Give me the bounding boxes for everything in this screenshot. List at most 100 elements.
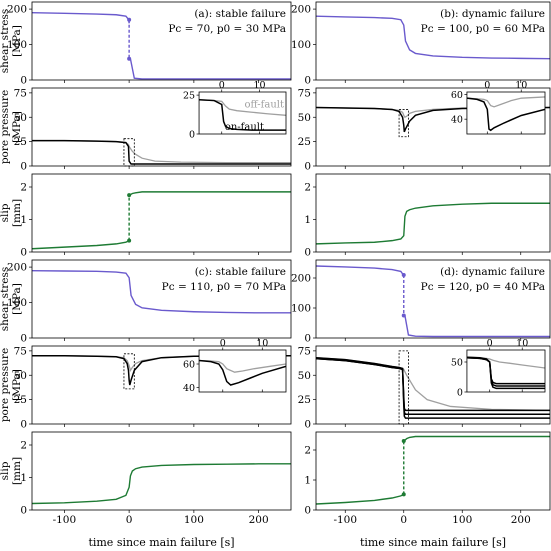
inset-on-fault-line: [466, 97, 545, 132]
inset-lines: [466, 96, 545, 132]
panel-c-pore-lines: [32, 355, 291, 386]
inset-ytick-label: 0: [189, 130, 195, 141]
panel-d-stress-frame: [315, 259, 551, 339]
panel-d-parameters: Pc = 120, p0 = 40 MPa: [421, 281, 545, 293]
stress-marker: [401, 313, 406, 318]
panel-d-stress-ytick-label: 100: [291, 303, 311, 315]
stress-marker: [127, 17, 132, 22]
panel-d-slip-xtick-label: 0: [400, 514, 407, 526]
stress-axis-label: shear stress: [0, 9, 11, 74]
panel-b-stress-frame: [315, 1, 551, 81]
panel-c-stress-frame: [31, 259, 292, 339]
inset-xtick-label: 0: [487, 338, 493, 349]
zoom-box: [398, 109, 409, 138]
panel-c-stress-ytick-label: 100: [7, 297, 27, 309]
x-axis-label-1: time since main failure [s]: [88, 536, 234, 549]
panel-d-stress-ytick-label: 200: [291, 273, 311, 285]
on-fault-label: on-fault: [225, 122, 264, 133]
panel-a-slip-frame: [31, 173, 292, 253]
panel-d-title: (d): dynamic failure: [440, 266, 545, 278]
inset-background: [199, 92, 286, 134]
panel-b-slip-lines: [316, 202, 550, 245]
slip-axis-label: slip: [0, 203, 11, 222]
panel-a-stress-ytick-label: 100: [7, 39, 27, 51]
inset-xtick-label: 10: [253, 80, 265, 91]
panel-a-stress-frame: [31, 1, 292, 81]
panel-d-pore-ytick-label: 50: [298, 370, 311, 382]
panel-d-pore-frame: [315, 345, 551, 425]
inset-xtick-label: 0: [484, 80, 490, 91]
pore-axis-unit: [MPa]: [11, 111, 23, 143]
inset-xtick-label: 0: [219, 80, 225, 91]
panel-b-pore-frame: [315, 87, 551, 167]
slip-line: [32, 463, 291, 505]
inset-xtick-label: 10: [515, 80, 527, 91]
panel-b-stress-ytick-label: 200: [291, 4, 311, 16]
panel-a-slip-lines: [32, 191, 291, 250]
inset-frame: [198, 91, 287, 135]
panel-b-title: (b): dynamic failure: [440, 8, 545, 20]
panel-c-stress-ytick-label: 200: [7, 262, 27, 274]
inset-xtick-label: 0: [220, 338, 226, 349]
panel-c-pore-frame: [31, 345, 292, 425]
panel-d-slip-ytick-label: 2: [304, 445, 311, 457]
inset-xtick-label: 10: [256, 338, 268, 349]
inset-off-fault-line: [199, 359, 286, 373]
on-fault-line: [32, 139, 291, 165]
inset-off-fault-line: [466, 96, 545, 108]
panel-d-pore-ytick-label: 25: [298, 394, 311, 406]
panel-a-slip-ytick-label: 0: [20, 247, 27, 259]
panel-c-slip-ytick-label: 2: [20, 440, 27, 452]
inset-xtick-label: 10: [516, 338, 528, 349]
zoom-box: [123, 353, 135, 390]
panel-d-stress-ytick-label: 0: [304, 333, 311, 345]
panel-c-pore-ytick-label: 50: [14, 370, 27, 382]
panel-d-slip-xtick-label: -100: [333, 514, 357, 526]
off-fault-line: [32, 140, 291, 164]
panel-d-pore-lines: [316, 356, 550, 419]
panel-c-inset: 40 60 0 10: [183, 338, 287, 394]
slip-marker: [127, 193, 132, 198]
slip-marker: [401, 492, 406, 497]
pore-axis-unit: [MPa]: [11, 369, 23, 401]
x-axis-label-2: time since main failure [s]: [360, 536, 506, 549]
on-fault-line: [316, 356, 550, 419]
panel-d-slip-frame: [315, 431, 551, 511]
panel-b-slip-frame: [315, 173, 551, 253]
panel-c-pore-ytick-label: 0: [20, 419, 27, 431]
panel-a-pore-ytick-label: 25: [14, 136, 27, 148]
panel-a-title: (a): stable failure: [194, 8, 286, 20]
panel-a-stress-ytick-label: 200: [7, 4, 27, 16]
inset-lines: [199, 99, 286, 131]
panel-c-slip-xtick-label: 0: [126, 514, 133, 526]
panel-c-slip-lines: [32, 463, 291, 505]
inset-on-fault-line: [199, 359, 286, 386]
panel-b-stress-lines: [316, 15, 550, 60]
panel-d-slip-ytick-label: 1: [304, 475, 311, 487]
panel-c-slip-ytick-label: 0: [20, 505, 27, 517]
stress-line: [316, 15, 550, 60]
stress-axis-label: shear stress: [0, 267, 11, 332]
panel-b-pore-ytick-label: 75: [298, 87, 311, 99]
panel-a-slip-ytick-label: 2: [20, 182, 27, 194]
inset-ytick-label: 50: [451, 358, 463, 369]
panel-d-slip-xtick-label: 100: [452, 514, 472, 526]
panel-c-slip-xtick-label: -100: [53, 514, 77, 526]
panel-b-pore-ytick-label: 0: [304, 161, 311, 173]
panel-d-slip-xtick-label: 200: [511, 514, 531, 526]
slip-axis-unit: [mm]: [11, 199, 23, 227]
panel-c-slip-xtick-label: 200: [249, 514, 269, 526]
panel-b-pore-ytick-label: 25: [298, 136, 311, 148]
panel-c-pore-ytick-label: 75: [14, 345, 27, 357]
panel-a-parameters: Pc = 70, p0 = 30 MPa: [168, 23, 286, 35]
panel-c-pore-ytick-label: 25: [14, 394, 27, 406]
panel-b-slip-ytick-label: 2: [304, 182, 311, 194]
pore-axis-label: pore pressure: [0, 90, 11, 164]
on-fault-line: [32, 355, 291, 386]
panel-d-slip-ytick-label: 0: [304, 505, 311, 517]
inset-ytick-label: 40: [451, 115, 463, 126]
inset-frame: [198, 349, 287, 393]
